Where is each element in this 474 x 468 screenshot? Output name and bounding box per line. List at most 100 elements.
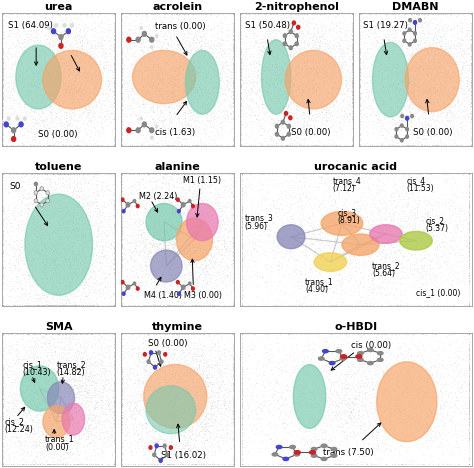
Point [465, 398, 473, 406]
Point [161, 62, 169, 69]
Point [192, 371, 200, 379]
Point [467, 125, 474, 132]
Point [454, 205, 462, 212]
Point [443, 77, 450, 84]
Point [151, 108, 158, 116]
Point [110, 249, 118, 257]
Point [405, 170, 412, 178]
Point [163, 197, 170, 205]
Point [161, 124, 169, 132]
Point [313, 87, 320, 94]
Point [200, 170, 207, 178]
Point [118, 269, 126, 277]
Point [229, 86, 237, 93]
Point [110, 379, 118, 386]
Point [118, 48, 126, 56]
Point [237, 109, 245, 117]
Point [21, 63, 29, 70]
Point [118, 385, 126, 392]
Point [327, 209, 335, 216]
Point [279, 56, 287, 63]
Point [55, 170, 63, 178]
Point [0, 366, 7, 373]
Point [110, 229, 118, 237]
Point [299, 402, 306, 410]
Point [127, 73, 135, 80]
Point [52, 289, 60, 297]
Point [41, 23, 49, 31]
Point [83, 442, 91, 449]
Point [74, 141, 82, 149]
Point [366, 22, 374, 29]
Point [200, 227, 207, 234]
Point [10, 255, 18, 263]
Point [110, 399, 118, 407]
Point [151, 219, 158, 227]
Point [272, 434, 279, 442]
Point [440, 51, 447, 58]
Point [25, 398, 32, 406]
Point [258, 336, 265, 343]
Point [387, 73, 395, 80]
Point [362, 382, 369, 389]
Point [395, 301, 402, 308]
Point [110, 244, 118, 251]
Point [2, 185, 9, 192]
Point [150, 416, 157, 423]
Point [300, 62, 308, 69]
Point [433, 253, 441, 260]
Point [36, 37, 44, 44]
Point [333, 96, 340, 103]
Point [266, 68, 273, 75]
Point [199, 359, 206, 366]
Point [466, 52, 474, 60]
Point [332, 58, 340, 66]
Point [334, 403, 341, 411]
Point [453, 233, 460, 240]
Point [374, 103, 382, 111]
Point [273, 139, 281, 147]
Point [391, 18, 399, 25]
Point [74, 69, 82, 77]
Point [84, 248, 92, 255]
Point [73, 369, 81, 377]
Point [168, 201, 176, 208]
Point [333, 253, 340, 261]
Point [288, 61, 295, 69]
Point [93, 439, 101, 447]
Point [167, 434, 175, 441]
Point [375, 67, 383, 75]
Point [442, 37, 449, 45]
Point [61, 245, 68, 253]
Point [181, 330, 188, 337]
Point [419, 381, 426, 388]
Point [143, 63, 150, 71]
Point [318, 238, 325, 245]
Point [256, 416, 264, 423]
Point [159, 337, 167, 345]
Point [453, 427, 461, 435]
Point [216, 39, 223, 47]
Point [328, 379, 336, 387]
Point [401, 243, 408, 251]
Point [145, 363, 153, 371]
Point [229, 211, 237, 219]
Point [177, 418, 184, 426]
Point [200, 63, 208, 71]
Point [226, 42, 234, 49]
Point [425, 141, 433, 149]
Point [74, 419, 82, 427]
Point [181, 52, 189, 59]
Point [52, 93, 60, 100]
Point [154, 371, 162, 378]
Point [85, 11, 92, 18]
Point [100, 272, 107, 279]
Point [56, 272, 64, 279]
Point [175, 434, 183, 441]
Point [283, 84, 290, 91]
Point [61, 83, 69, 91]
Point [32, 301, 39, 308]
Point [136, 247, 143, 255]
Point [416, 86, 424, 93]
Point [36, 442, 43, 449]
